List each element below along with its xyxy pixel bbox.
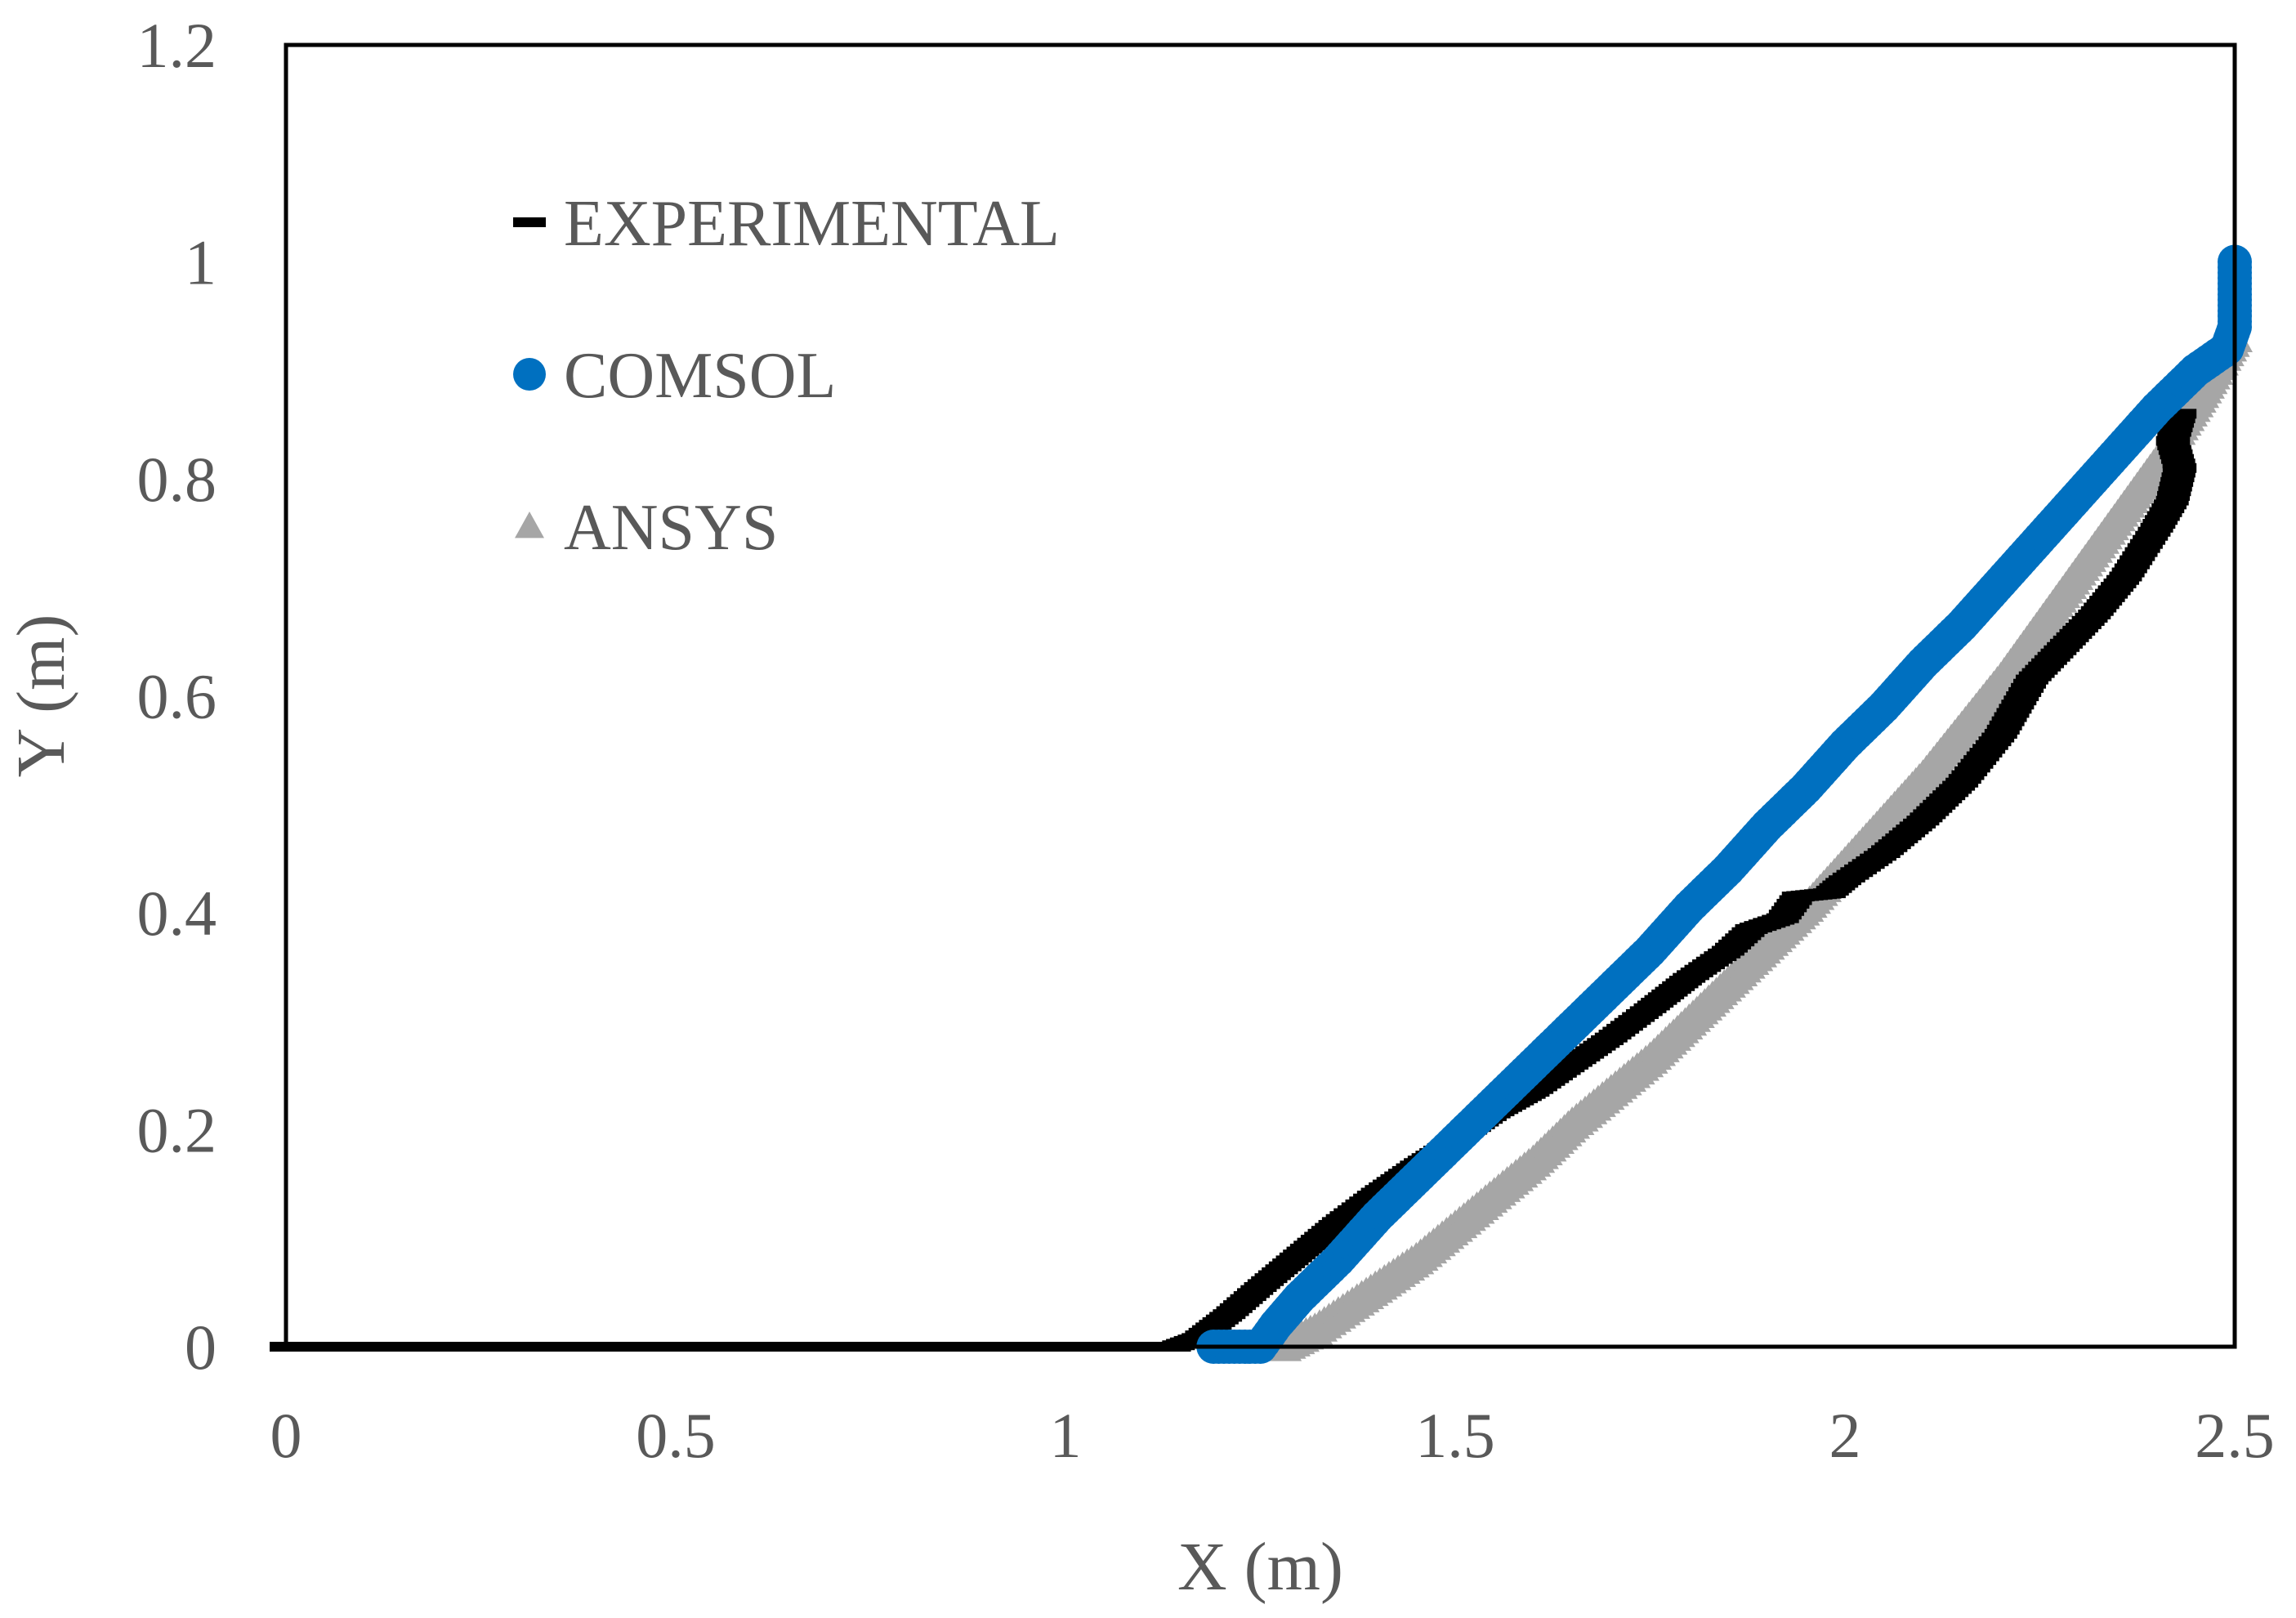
tick-labels: 0 0.5 1 1.5 2 2.5 0 0.2 0.4 0.6 0.8 1 1.2 — [137, 10, 2275, 1471]
y-tick-label: 0.8 — [137, 444, 217, 515]
legend-experimental-marker — [513, 217, 546, 227]
y-tick-label: 0 — [185, 1312, 217, 1383]
x-tick-label: 1 — [1050, 1400, 1082, 1471]
legend-ansys-label: ANSYS — [564, 492, 778, 564]
legend-ansys-marker — [515, 512, 544, 539]
legend-comsol-marker — [513, 358, 546, 391]
x-tick-label: 1.5 — [1415, 1400, 1495, 1471]
y-axis-title: Y (m) — [3, 615, 79, 778]
x-tick-label: 0 — [270, 1400, 302, 1471]
legend-comsol-label: COMSOL — [564, 340, 836, 412]
y-tick-label: 0.2 — [137, 1095, 217, 1166]
y-tick-label: 0.4 — [137, 878, 217, 949]
y-tick-label: 1.2 — [137, 10, 217, 81]
x-tick-label: 2.5 — [2195, 1400, 2275, 1471]
legend-experimental-label: EXPERIMENTAL — [564, 188, 1060, 260]
y-tick-label: 0.6 — [137, 661, 217, 732]
plot-area-frame — [284, 42, 2237, 1349]
y-tick-label: 1 — [185, 227, 217, 298]
x-axis-title: X (m) — [1177, 1529, 1343, 1605]
experimental-dash-marker — [2164, 409, 2197, 419]
legend: EXPERIMENTAL COMSOL ANSYS — [513, 188, 1060, 564]
x-tick-label: 0.5 — [636, 1400, 716, 1471]
series-comsol — [1196, 244, 2252, 1364]
x-tick-label: 2 — [1829, 1400, 1861, 1471]
